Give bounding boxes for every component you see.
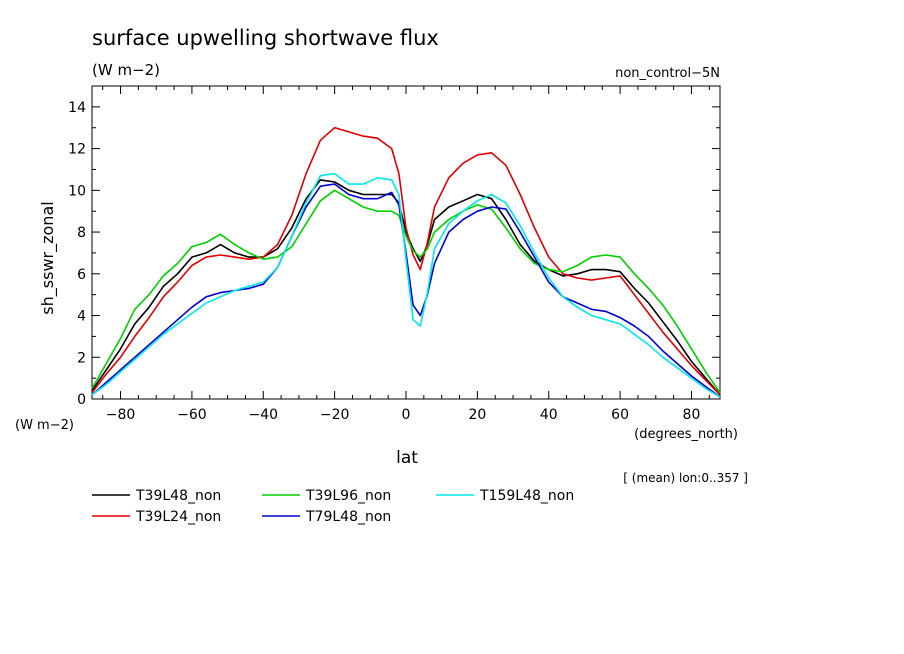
x-tick-label: −60 <box>177 407 207 423</box>
y-units-label: (W m−2) <box>15 418 74 433</box>
y-tick-label: 2 <box>77 350 86 366</box>
legend-label: T159L48_non <box>479 488 574 504</box>
legend-label: T39L48_non <box>135 488 221 504</box>
series-line-t39l48-non <box>91 179 721 396</box>
x-tick-label: 20 <box>468 407 486 423</box>
y-tick-label: 6 <box>77 267 86 283</box>
y-tick-label: 12 <box>68 142 86 158</box>
legend: T39L48_non T39L24_non T39L96_non T79L48_non… <box>92 488 574 525</box>
series-line-t39l24-non <box>91 126 721 396</box>
chart-subtitle-right: non_control−5N <box>615 66 720 81</box>
y-tick-label: 0 <box>77 392 86 408</box>
chart-units: (W m−2) <box>92 61 160 79</box>
y-axis-label: sh_sswr_zonal <box>38 201 58 314</box>
x-tick-label: 0 <box>402 407 411 423</box>
legend-label: T79L48_non <box>305 509 391 525</box>
legend-label: T39L24_non <box>135 509 221 525</box>
x-units-label: (degrees_north) <box>634 427 738 442</box>
plot-frame <box>91 85 721 400</box>
y-tick-label: 10 <box>68 183 86 199</box>
y-tick-label: 4 <box>77 309 86 325</box>
x-tick-label: 60 <box>611 407 629 423</box>
y-tick-label: 14 <box>68 100 86 116</box>
series-line-t159l48-non <box>91 172 721 398</box>
series-line-t39l96-non <box>91 189 721 394</box>
x-tick-label: 40 <box>540 407 558 423</box>
mean-annotation: [ (mean) lon:0..357 ] <box>623 471 748 485</box>
series-line-t79l48-non <box>91 183 721 398</box>
chart-title: surface upwelling shortwave flux <box>92 26 439 50</box>
x-axis-label: lat <box>396 448 418 468</box>
legend-label: T39L96_non <box>305 488 391 504</box>
plot-area: −80 −60 −40 −20 0 20 40 60 80 0 2 4 6 8 10 12 14 <box>68 85 721 423</box>
x-tick-label: −20 <box>320 407 350 423</box>
y-tick-label: 8 <box>77 225 86 241</box>
x-tick-label: 80 <box>683 407 701 423</box>
x-tick-label: −80 <box>106 407 136 423</box>
x-tick-label: −40 <box>248 407 278 423</box>
